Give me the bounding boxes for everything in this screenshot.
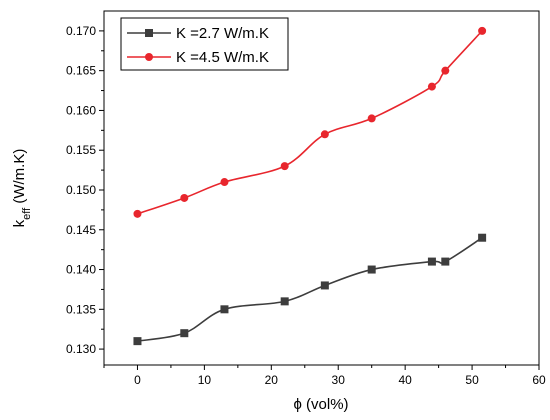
y-tick-label: 0.140 <box>66 263 96 277</box>
y-axis-title-sub: eff <box>21 207 33 220</box>
series-1-line <box>137 237 483 342</box>
y-tick-label: 0.155 <box>66 143 96 157</box>
x-tick-label: 40 <box>398 373 412 387</box>
y-axis-title: keff (W/m.K) <box>11 149 33 228</box>
series-layer <box>133 26 487 346</box>
legend-label-series-1: K =2.7 W/m.K <box>176 25 269 42</box>
series-2-point <box>280 162 289 171</box>
y-tick-label: 0.145 <box>66 223 96 237</box>
series-1-point <box>220 305 229 314</box>
series-1-point <box>367 265 376 274</box>
series-1-point <box>280 297 289 306</box>
y-axis: 0.130 0.135 0.140 0.145 0.150 0.155 0.160 0.165… <box>66 24 104 356</box>
series-1-point <box>427 257 436 266</box>
series-2-point <box>367 114 376 123</box>
y-tick-label: 0.160 <box>66 103 96 117</box>
y-tick-label: 0.165 <box>66 64 96 78</box>
x-tick-label: 50 <box>465 373 479 387</box>
x-axis-title: ϕ (vol%) <box>293 396 348 413</box>
series-1-point <box>320 281 329 290</box>
series-2-point <box>220 178 229 187</box>
y-axis-title-tail: (W/m.K) <box>11 149 28 208</box>
legend-marker-series-2 <box>145 53 153 61</box>
series-2-point <box>441 66 450 75</box>
series-2-point <box>180 193 189 202</box>
y-tick-label: 0.135 <box>66 302 96 316</box>
x-tick-label: 30 <box>332 373 346 387</box>
series-1-point <box>478 233 487 242</box>
y-tick-label: 0.150 <box>66 183 96 197</box>
x-axis: 0 10 20 30 40 50 60 <box>103 365 546 387</box>
legend-marker-series-1 <box>145 29 153 37</box>
y-axis-title-main: k <box>11 219 28 227</box>
y-tick-label: 0.130 <box>66 342 96 356</box>
series-1-point <box>180 329 189 338</box>
series-2-point <box>478 26 487 35</box>
x-tick-label: 10 <box>198 373 212 387</box>
legend-label-series-2: K =4.5 W/m.K <box>176 49 269 66</box>
legend-box <box>120 17 289 71</box>
series-1-point <box>441 257 450 266</box>
x-tick-label: 0 <box>134 373 141 387</box>
x-tick-label: 20 <box>265 373 279 387</box>
legend: K =2.7 W/m.K K =4.5 W/m.K <box>120 17 289 71</box>
series-2-point <box>133 209 142 218</box>
series-1-point <box>133 337 142 346</box>
series-2-point <box>427 82 436 91</box>
series-2-point <box>320 130 329 139</box>
x-tick-label: 60 <box>532 373 546 387</box>
plot-frame <box>103 10 540 366</box>
y-tick-label: 0.170 <box>66 24 96 38</box>
